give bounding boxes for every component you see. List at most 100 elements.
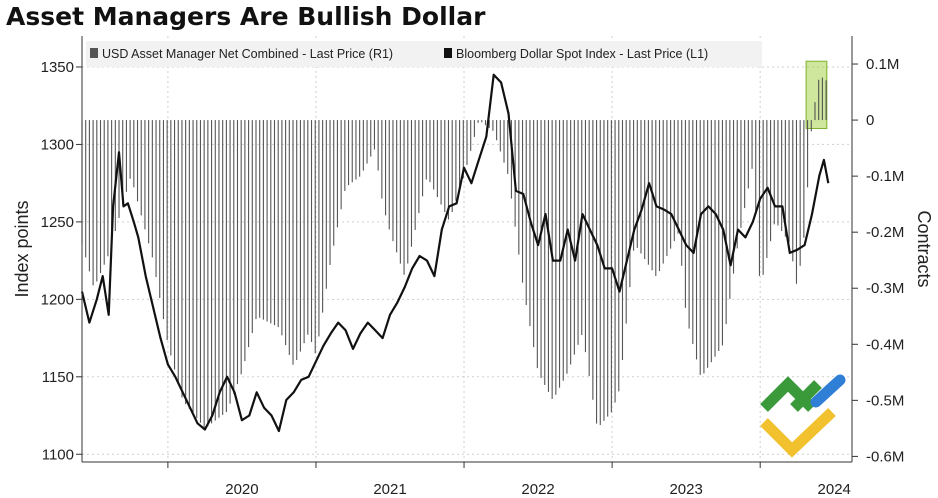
bar	[518, 120, 520, 255]
bar	[266, 120, 268, 322]
x-tick-label: 2021	[373, 481, 406, 498]
x-tick-label: 2020	[225, 481, 258, 498]
bar	[181, 120, 183, 398]
bar	[621, 120, 624, 360]
bar	[736, 120, 738, 249]
bar	[255, 120, 257, 320]
bar	[799, 120, 801, 266]
bar	[647, 120, 649, 265]
bar	[329, 120, 331, 265]
bar	[721, 120, 723, 346]
bar	[351, 120, 353, 183]
right-tick-label: -0.6M	[866, 448, 904, 465]
bar	[177, 120, 179, 384]
left-tick-label: 1250	[41, 214, 74, 231]
bar	[725, 120, 727, 325]
bar	[707, 120, 709, 368]
bar	[148, 120, 150, 244]
bar	[503, 120, 505, 163]
x-tick-label: 2024	[818, 481, 851, 498]
bar	[259, 120, 261, 318]
bar	[388, 120, 390, 230]
right-tick-label: -0.2M	[866, 224, 904, 241]
left-tick-label: 1100	[42, 446, 74, 463]
bar	[114, 120, 116, 232]
bar	[185, 120, 187, 405]
right-tick-label: -0.1M	[866, 168, 904, 185]
bar	[658, 120, 661, 272]
bar	[666, 120, 668, 257]
legend-box	[86, 41, 762, 67]
x-tick-label: 2022	[521, 481, 554, 498]
bar	[296, 120, 298, 360]
bar	[440, 120, 442, 205]
bar	[159, 120, 161, 299]
legend-label: Bloomberg Dollar Spot Index - Last Price…	[456, 47, 708, 61]
bar	[596, 120, 598, 424]
bar	[373, 120, 376, 150]
highlight-layer	[805, 60, 828, 129]
bar	[492, 120, 494, 131]
left-tick-label: 1200	[41, 291, 74, 308]
bar	[359, 120, 361, 177]
bar	[307, 120, 309, 335]
bar	[640, 120, 642, 254]
bar	[381, 120, 383, 199]
bar	[655, 120, 657, 276]
bar	[125, 120, 127, 192]
bar	[744, 120, 746, 209]
bar	[614, 120, 616, 403]
bar	[318, 120, 320, 337]
bar	[111, 120, 113, 245]
bar	[151, 120, 153, 258]
bar	[211, 120, 213, 424]
bar	[170, 120, 172, 356]
bar	[392, 120, 394, 242]
bar	[347, 120, 350, 186]
bar	[740, 120, 742, 228]
bar	[277, 120, 279, 328]
bar	[370, 120, 372, 157]
bar	[410, 120, 413, 247]
bar	[547, 120, 549, 392]
bar	[462, 120, 464, 179]
bar	[236, 120, 239, 385]
bar	[677, 120, 679, 234]
bar	[821, 77, 823, 121]
bar	[699, 120, 701, 375]
bar	[433, 120, 435, 190]
line-path	[80, 73, 830, 433]
right-tick-label: -0.3M	[866, 280, 904, 297]
bar	[521, 120, 524, 283]
bar	[422, 120, 424, 197]
bar	[788, 120, 790, 243]
bar	[499, 120, 501, 152]
bar	[218, 120, 220, 418]
bar	[603, 120, 605, 421]
bar	[429, 120, 431, 183]
axes: 1350 1300 1250 1200 1150 1100 0.1M 0 -0.1M -0.2M -…	[12, 36, 934, 498]
bar	[558, 120, 561, 388]
bar	[366, 120, 368, 164]
bar	[140, 120, 142, 216]
bar	[85, 120, 87, 258]
bar	[403, 120, 405, 275]
brand-logo	[760, 374, 846, 458]
right-axis-title: Contracts	[914, 210, 934, 287]
bar	[451, 120, 453, 213]
bar	[240, 120, 242, 375]
legend-swatch	[90, 48, 98, 58]
bar	[225, 120, 227, 413]
bar	[610, 120, 612, 413]
bar	[773, 120, 775, 225]
bar	[484, 120, 487, 126]
bar	[781, 120, 783, 232]
bar	[173, 120, 176, 370]
bar	[544, 120, 546, 385]
bar	[303, 120, 305, 344]
bar	[281, 120, 283, 336]
bar	[807, 120, 809, 188]
bar	[555, 120, 557, 395]
bar	[477, 120, 479, 123]
bar	[662, 120, 664, 264]
